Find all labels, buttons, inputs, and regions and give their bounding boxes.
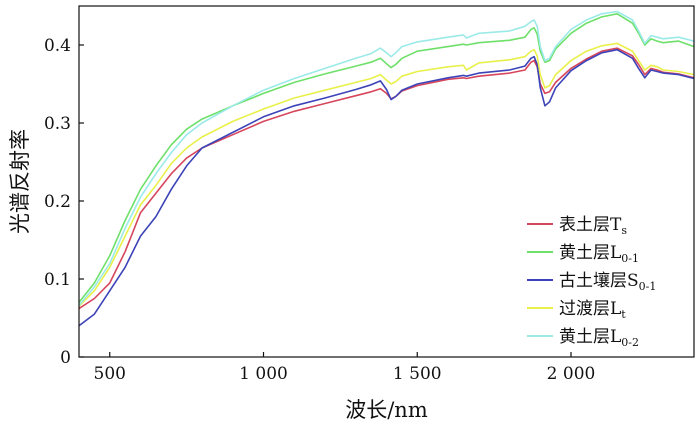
x-tick-label: 2 000 — [547, 364, 596, 384]
legend-label: 表土层Ts — [559, 215, 627, 237]
y-tick-label: 0.1 — [44, 270, 71, 290]
x-axis-title: 波长/nm — [345, 398, 428, 422]
y-tick-label: 0.2 — [44, 192, 71, 212]
legend-label: 古土壤层S0-1 — [559, 270, 656, 293]
x-tick-label: 1 500 — [393, 364, 442, 384]
x-tick-label: 1 000 — [239, 364, 288, 384]
legend-label: 黄土层L0-1 — [559, 243, 639, 265]
y-tick-label: 0.4 — [44, 36, 71, 56]
legend-label: 黄土层L0-2 — [559, 327, 639, 349]
x-tick-label: 500 — [94, 364, 126, 384]
series-line-4 — [78, 42, 695, 307]
legend-label: 过渡层Lt — [559, 299, 626, 321]
y-axis-title: 光谱反射率 — [8, 129, 32, 234]
plot-frame — [78, 5, 695, 358]
plot-lines — [78, 10, 695, 327]
y-tick-label: 0 — [60, 348, 71, 368]
series-line-2 — [78, 13, 695, 303]
series-line-1 — [78, 47, 695, 310]
y-tick-label: 0.3 — [44, 114, 71, 134]
series-line-5 — [78, 10, 695, 307]
legend: 表土层Ts 黄土层L0-1 古土壤层S0-1 过渡层Lt 黄土层L0-2 — [527, 215, 656, 349]
series-line-3 — [78, 48, 695, 327]
axis-ticks: 500 1 000 1 500 2 000 0 0.1 0.2 0.3 0.4 — [44, 36, 595, 384]
